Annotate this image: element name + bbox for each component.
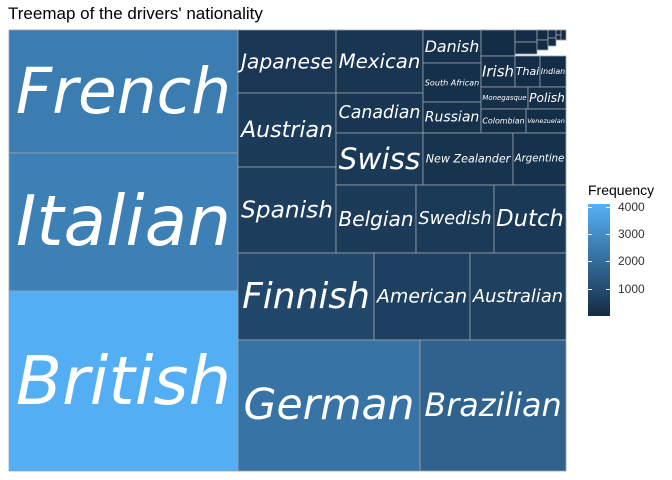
treemap-cell-indian bbox=[539, 55, 567, 88]
treemap-cell-russian bbox=[422, 101, 482, 134]
treemap-cell-new-zealander bbox=[422, 132, 514, 186]
treemap-label-irish: Irish bbox=[482, 63, 514, 81]
treemap-cell-spanish bbox=[237, 166, 337, 254]
legend-tick-label: 3000 bbox=[618, 227, 645, 242]
legend-tick-mark bbox=[606, 261, 610, 263]
treemap-label-indian: Indian bbox=[541, 67, 565, 76]
legend-tick-mark bbox=[606, 206, 610, 208]
treemap-label-argentine: Argentine bbox=[514, 154, 565, 165]
legend: Frequency 4000 3000 2000 1000 bbox=[588, 182, 672, 332]
treemap-label-australian: Australian bbox=[472, 286, 563, 307]
chart-title: Treemap of the drivers' nationality bbox=[8, 4, 263, 23]
treemap-cell-australian bbox=[469, 252, 567, 341]
legend-tick-label: 4000 bbox=[618, 199, 645, 214]
treemap-cell-small bbox=[560, 29, 567, 41]
treemap-cell-swedish bbox=[415, 184, 495, 254]
treemap-cell-american bbox=[373, 252, 471, 341]
treemap-label-venezuelan: Venezuelan bbox=[527, 117, 565, 125]
treemap-cell-small bbox=[514, 41, 538, 55]
treemap-label-japanese: Japanese bbox=[237, 50, 333, 74]
legend-tick-mark bbox=[606, 288, 610, 290]
treemap-cell-mexican bbox=[335, 29, 424, 94]
treemap-label-polish: Polish bbox=[529, 91, 565, 105]
treemap-cell-small bbox=[536, 29, 549, 41]
treemap-label-colombian: Colombian bbox=[482, 117, 524, 126]
legend-tick-label: 1000 bbox=[618, 281, 645, 296]
treemap-cell-italian bbox=[8, 152, 239, 292]
treemap-label-swedish: Swedish bbox=[418, 209, 491, 229]
treemap-cell-small bbox=[514, 29, 538, 43]
treemap-label-british: British bbox=[16, 342, 231, 420]
treemap-label-danish: Danish bbox=[425, 37, 480, 56]
treemap-cell-small bbox=[547, 29, 557, 39]
treemap-cell-austrian bbox=[237, 92, 337, 168]
legend-tick-mark bbox=[606, 234, 610, 236]
treemap-label-mexican: Mexican bbox=[339, 50, 421, 73]
treemap-cell-small bbox=[547, 37, 557, 47]
legend-tick-mark bbox=[588, 288, 592, 290]
treemap-label-german: German bbox=[244, 381, 415, 430]
treemap-cell-small bbox=[555, 29, 562, 36]
treemap-label-south-african: South African bbox=[425, 78, 480, 88]
legend-tick-mark bbox=[588, 234, 592, 236]
treemap-label-french: French bbox=[16, 55, 231, 128]
treemap-cell-thai bbox=[514, 55, 541, 88]
treemap-label-spanish: Spanish bbox=[241, 197, 333, 224]
legend-tick-mark bbox=[588, 261, 592, 263]
treemap-label-thai: Thai bbox=[516, 65, 540, 78]
treemap-cell-canadian bbox=[335, 92, 424, 134]
treemap-label-american: American bbox=[375, 286, 467, 308]
treemap-label-canadian: Canadian bbox=[339, 103, 421, 123]
legend-tick-label: 2000 bbox=[618, 254, 645, 269]
treemap-cell-small bbox=[555, 34, 562, 41]
treemap-cell-argentine bbox=[512, 132, 567, 186]
treemap-cell-finnish bbox=[237, 252, 375, 341]
legend-colorbar bbox=[588, 204, 610, 316]
treemap-cell-irish bbox=[480, 55, 516, 88]
treemap-label-belgian: Belgian bbox=[338, 207, 413, 231]
treemap-cell-small bbox=[536, 39, 549, 51]
treemap-cell-venezuelan bbox=[525, 108, 567, 134]
treemap-cell-brazilian bbox=[419, 339, 567, 472]
treemap-cell-belgian bbox=[335, 184, 417, 254]
legend-title: Frequency bbox=[588, 182, 655, 198]
legend-tick-mark bbox=[588, 206, 592, 208]
treemap-label-austrian: Austrian bbox=[239, 117, 333, 143]
treemap-label-italian: Italian bbox=[16, 182, 231, 262]
treemap-label-finnish: Finnish bbox=[242, 276, 370, 317]
treemap-label-new-zealander: New Zealander bbox=[426, 153, 512, 166]
treemap-label-swiss: Swiss bbox=[339, 142, 421, 176]
treemap-label-monegasque: Monegasque bbox=[482, 94, 526, 102]
treemap-label-brazilian: Brazilian bbox=[424, 387, 561, 424]
treemap-cell-swiss bbox=[335, 132, 424, 186]
treemap-label-russian: Russian bbox=[425, 110, 480, 126]
treemap-label-dutch: Dutch bbox=[496, 206, 564, 232]
treemap-cell-south-african bbox=[422, 62, 482, 103]
treemap-cell-small bbox=[480, 29, 516, 57]
